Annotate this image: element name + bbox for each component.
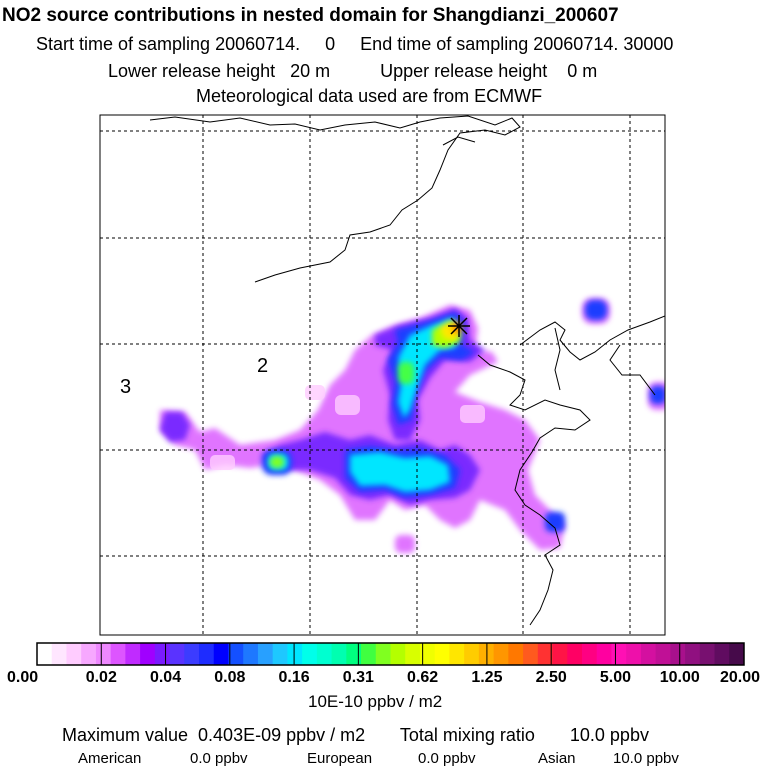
colorbar-swatch — [51, 643, 67, 665]
colorbar-swatch — [640, 643, 657, 665]
colorbar-swatch — [316, 643, 333, 665]
colorbar-swatch — [213, 643, 229, 665]
colorbar-swatch — [390, 643, 406, 665]
colorbar-swatch — [346, 643, 362, 665]
colorbar-swatch — [405, 643, 421, 665]
colorbar-swatch — [611, 643, 627, 665]
colorbar — [36, 643, 745, 665]
colorbar-tick-label: 0.16 — [278, 669, 310, 686]
colorbar-swatch — [361, 643, 377, 665]
asian-label: Asian — [538, 750, 576, 767]
colorbar-frame — [36, 642, 745, 666]
colorbar-swatch — [287, 643, 303, 665]
sampling-time-line: Start time of sampling 20060714. 0 End t… — [36, 34, 674, 54]
colorbar-units: 10E-10 ppbv / m2 — [308, 692, 443, 711]
colorbar-swatch — [729, 643, 745, 665]
colorbar-swatch — [552, 643, 568, 665]
colorbar-tick-label: 0.08 — [214, 669, 246, 686]
colorbar-swatch — [493, 643, 509, 665]
colorbar-swatch — [626, 643, 642, 665]
colorbar-swatch — [81, 643, 97, 665]
colorbar-swatch — [169, 643, 185, 665]
colorbar-swatch — [110, 643, 126, 665]
colorbar-swatch — [464, 643, 480, 665]
colorbar-swatch — [331, 643, 347, 665]
plume-field — [100, 115, 665, 635]
colorbar-tick-label: 0.31 — [342, 669, 374, 686]
colorbar-swatch — [228, 643, 244, 665]
maximum-value-line: Maximum value 0.403E-09 ppbv / m2 Total … — [62, 725, 649, 745]
receptor-star-icon — [448, 315, 470, 337]
colorbar-swatch — [125, 643, 141, 665]
ring-label-3: 3 — [120, 376, 132, 398]
colorbar-tick-label: 0.00 — [7, 669, 39, 686]
colorbar-tick-label: 0.04 — [149, 669, 182, 686]
colorbar-swatch — [140, 643, 156, 665]
european-value: 0.0 ppbv — [418, 750, 476, 767]
colorbar-tick-label: 0.62 — [407, 669, 439, 686]
colorbar-swatch — [419, 643, 436, 665]
colorbar-swatch — [699, 643, 716, 665]
colorbar-swatch — [199, 643, 215, 665]
figure-title: NO2 source contributions in nested domai… — [2, 5, 619, 26]
asian-value: 10.0 ppbv — [613, 750, 679, 767]
colorbar-tick-label: 1.25 — [471, 669, 503, 686]
american-label: American — [78, 750, 142, 767]
map-frame — [99, 114, 666, 636]
colorbar-swatch — [508, 643, 524, 665]
colorbar-swatch — [243, 643, 259, 665]
colorbar-swatch — [449, 643, 465, 665]
colorbar-swatch — [434, 643, 450, 665]
colorbar-swatch — [714, 643, 730, 665]
colorbar-swatch — [95, 643, 112, 665]
ring-label-2: 2 — [257, 355, 269, 377]
colorbar-tick-label: 0.02 — [85, 669, 117, 686]
coastlines — [149, 115, 665, 626]
colorbar-swatch — [272, 643, 288, 665]
american-value: 0.0 ppbv — [190, 750, 248, 767]
colorbar-tick-label: 2.50 — [535, 669, 567, 686]
colorbar-swatch — [567, 643, 583, 665]
colorbar-swatch — [581, 643, 598, 665]
colorbar-swatch — [257, 643, 274, 665]
colorbar-swatch — [537, 643, 554, 665]
colorbar-tick-label: 5.00 — [599, 669, 632, 686]
colorbar-swatch — [670, 643, 686, 665]
colorbar-swatch — [685, 643, 701, 665]
colorbar-swatch — [596, 643, 612, 665]
meteorology-source-line: Meteorological data used are from ECMWF — [196, 86, 543, 106]
colorbar-swatch — [154, 643, 171, 665]
colorbar-tick-label: 10.00 — [659, 669, 700, 686]
colorbar-swatch — [655, 643, 671, 665]
colorbar-swatch — [37, 643, 53, 665]
colorbar-swatch — [184, 643, 200, 665]
european-label: European — [307, 750, 373, 767]
colorbar-swatch — [523, 643, 539, 665]
colorbar-swatch — [66, 643, 82, 665]
colorbar-swatch — [302, 643, 318, 665]
colorbar-swatch — [375, 643, 391, 665]
colorbar-tick-label: 20.00 — [719, 669, 760, 686]
release-height-line: Lower release height 20 m Upper release … — [108, 61, 598, 81]
